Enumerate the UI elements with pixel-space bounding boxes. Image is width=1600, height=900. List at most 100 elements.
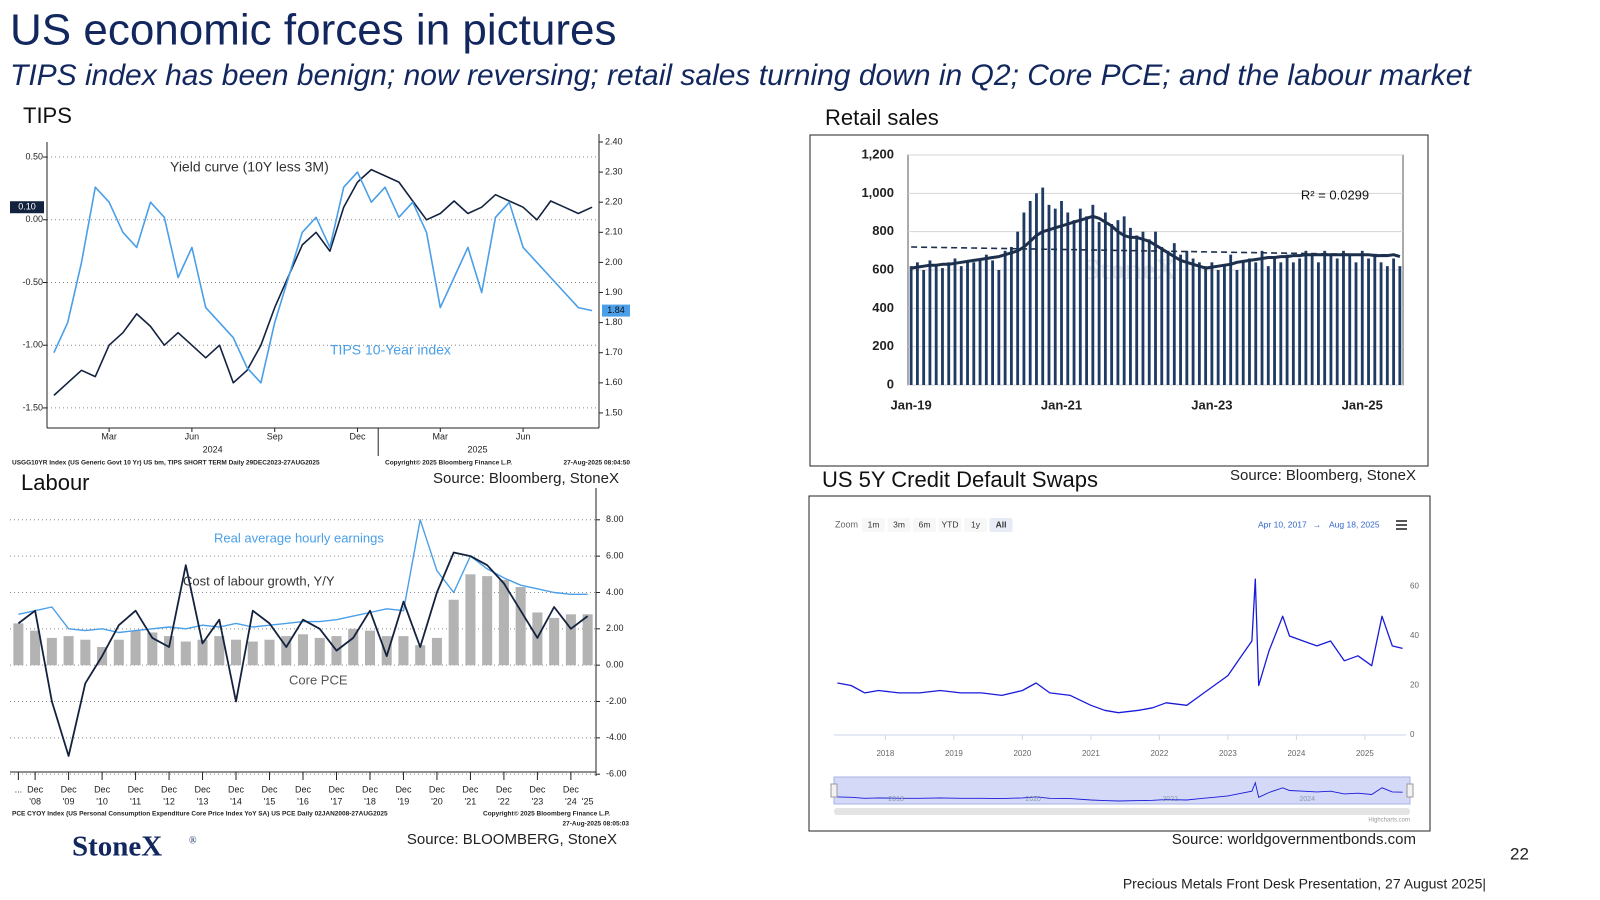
bar — [1041, 187, 1045, 385]
range-button-label[interactable]: 1m — [868, 519, 880, 529]
bar — [1235, 270, 1239, 385]
bar — [231, 639, 242, 666]
x-tick-label: '14 — [230, 796, 242, 806]
slide-title: US economic forces in pictures — [10, 6, 616, 55]
x-tick-label: Dec — [429, 784, 446, 794]
bar — [1291, 262, 1295, 385]
x-group-label: 2024 — [203, 444, 223, 454]
bar — [934, 264, 938, 385]
series-label: Cost of labour growth, Y/Y — [183, 573, 335, 588]
last-value-label: 0.10 — [18, 202, 36, 212]
bar — [314, 637, 325, 666]
bar — [1066, 212, 1070, 385]
x-tick-label: '08 — [29, 796, 41, 806]
y-tick-label: -2.00 — [606, 696, 627, 706]
range-button[interactable] — [887, 518, 911, 532]
series-line — [53, 168, 593, 396]
series-label: TIPS 10-Year index — [330, 342, 451, 358]
y-tick-label: 2.40 — [605, 136, 623, 146]
bar — [947, 262, 951, 385]
y-tick-label: 0.50 — [25, 151, 43, 161]
source: Source: BLOOMBERG, StoneX — [407, 831, 617, 848]
bar — [1166, 250, 1170, 385]
range-to[interactable]: Aug 18, 2025 — [1329, 519, 1380, 529]
bar — [1085, 216, 1088, 385]
bar — [1379, 262, 1383, 385]
navigator-handle[interactable] — [830, 783, 838, 798]
x-tick-label: Dec — [61, 784, 78, 794]
source: Source: Bloomberg, StoneX — [433, 470, 619, 487]
bar — [1091, 204, 1095, 385]
bar — [448, 599, 459, 666]
bar — [1060, 201, 1063, 385]
bar — [1304, 250, 1308, 385]
x-tick-label: Jan-23 — [1191, 397, 1232, 412]
series-label: Core PCE — [289, 672, 348, 687]
y-tick-label: 8.00 — [606, 514, 624, 524]
y-tick-label: 60 — [1410, 582, 1419, 591]
chart-title: US 5Y Credit Default Swaps — [822, 467, 1098, 492]
bar — [1285, 254, 1289, 385]
navigator-handle[interactable] — [1406, 783, 1414, 798]
range-button[interactable] — [913, 518, 936, 532]
range-button[interactable] — [964, 518, 987, 532]
x-tick-label: Dec — [262, 784, 279, 794]
bar — [1367, 258, 1370, 385]
range-button-label[interactable]: All — [996, 519, 1007, 529]
x-tick-label: '22 — [498, 796, 510, 806]
source: Source: worldgovernmentbonds.com — [1172, 831, 1416, 848]
bar — [1241, 262, 1245, 385]
range-button[interactable] — [862, 518, 885, 532]
range-button-label[interactable]: 6m — [919, 519, 931, 529]
chart-title: Labour — [21, 470, 90, 495]
x-tick-label: '24 — [565, 796, 577, 806]
bar — [922, 270, 926, 385]
bar — [147, 632, 158, 666]
bar — [482, 576, 493, 666]
bar — [247, 641, 258, 666]
bar — [1204, 266, 1208, 385]
bar — [381, 636, 392, 666]
last-value-label: 1.84 — [607, 305, 625, 315]
bar — [909, 266, 913, 385]
bar — [959, 266, 963, 385]
range-button[interactable] — [989, 518, 1013, 532]
x-tick-label: '11 — [130, 796, 141, 806]
y-tick-label: 1.70 — [605, 347, 623, 357]
x-tick-label: '23 — [532, 796, 544, 806]
bar — [214, 636, 225, 666]
range-from[interactable]: Apr 10, 2017 — [1258, 519, 1307, 529]
bar — [130, 630, 141, 666]
x-tick-label: '15 — [264, 796, 276, 806]
bar — [1229, 254, 1233, 385]
bar — [498, 579, 509, 666]
range-button[interactable] — [938, 518, 962, 532]
chart-note: 27-Aug-2025 08:05:03 — [563, 821, 630, 828]
bar — [1329, 254, 1333, 385]
range-arrow: → — [1313, 519, 1322, 529]
bar — [1103, 212, 1107, 385]
x-tick-label: Dec — [462, 784, 479, 794]
bar — [565, 614, 576, 666]
scrollbar[interactable] — [834, 808, 1410, 815]
x-tick-label: Sep — [267, 431, 283, 441]
range-button-label[interactable]: 1y — [971, 519, 981, 529]
range-button-label[interactable]: YTD — [942, 519, 959, 529]
credits[interactable]: Highcharts.com — [1368, 818, 1410, 824]
bar — [1254, 262, 1258, 385]
bar — [1003, 250, 1007, 385]
x-tick-label: '21 — [465, 796, 477, 806]
y-tick-label: 1,000 — [861, 185, 894, 200]
x-tick-label: '19 — [398, 796, 410, 806]
bar — [1141, 231, 1145, 385]
retail-frame — [809, 134, 1429, 467]
navigator-tick-label: 2018 — [888, 796, 904, 803]
bar — [1197, 262, 1201, 385]
bar — [281, 636, 292, 666]
slide-subtitle: TIPS index has been benign; now reversin… — [10, 59, 1472, 92]
y-tick-label: 0 — [1410, 730, 1415, 739]
bar — [113, 639, 124, 666]
y-tick-label: 1.50 — [605, 407, 623, 417]
range-button-label[interactable]: 3m — [893, 519, 905, 529]
